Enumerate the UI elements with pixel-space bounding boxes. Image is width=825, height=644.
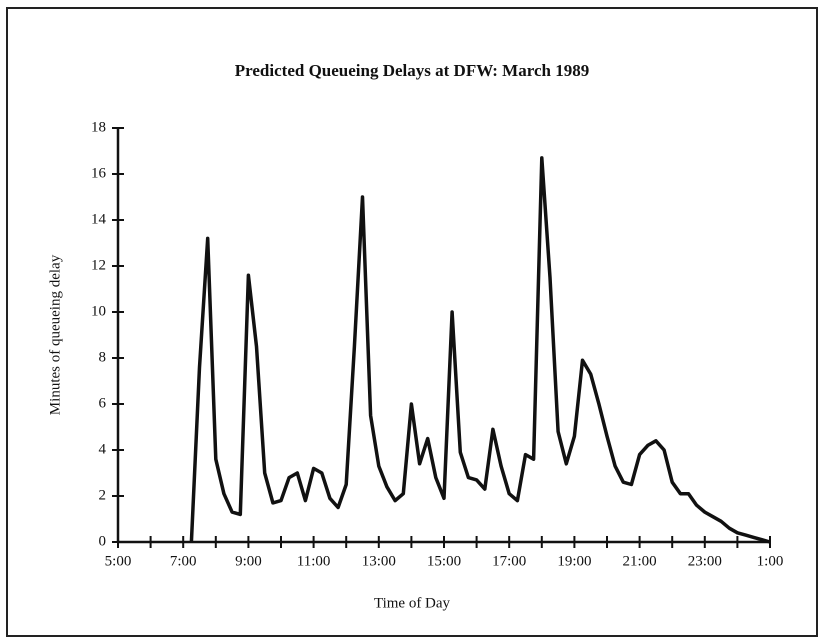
y-tick-label: 4	[99, 441, 107, 457]
x-tick-label: 23:00	[688, 553, 722, 569]
y-tick-label: 10	[91, 303, 106, 319]
x-axis-label: Time of Day	[374, 595, 451, 611]
x-tick-label: 9:00	[235, 553, 262, 569]
y-tick-label: 12	[91, 257, 106, 273]
x-tick-label: 7:00	[170, 553, 197, 569]
x-tick-label: 21:00	[623, 553, 657, 569]
y-tick-label: 18	[91, 119, 106, 135]
frame	[6, 7, 818, 637]
x-tick-label: 19:00	[557, 553, 591, 569]
y-axis-label: Minutes of queueing delay	[47, 254, 63, 415]
y-tick-label: 6	[99, 395, 107, 411]
x-tick-label: 5:00	[105, 553, 132, 569]
x-tick-label: 15:00	[427, 553, 461, 569]
y-tick-label: 16	[91, 165, 107, 181]
x-tick-label: 13:00	[362, 553, 396, 569]
x-tick-label: 11:00	[297, 553, 331, 569]
y-tick-label: 0	[99, 533, 107, 549]
chart-title: Predicted Queueing Delays at DFW: March …	[235, 61, 589, 80]
y-tick-label: 8	[99, 349, 107, 365]
x-tick-label: 1:00	[757, 553, 784, 569]
y-tick-label: 2	[99, 487, 107, 503]
line-series	[189, 156, 771, 544]
x-tick-label: 17:00	[492, 553, 526, 569]
y-tick-label: 14	[91, 211, 107, 227]
